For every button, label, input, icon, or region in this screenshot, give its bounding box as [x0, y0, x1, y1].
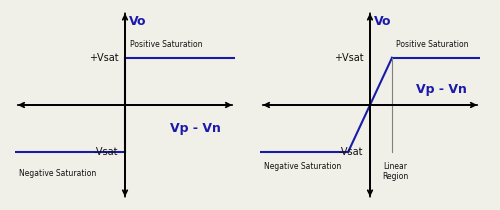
Text: Vo: Vo — [374, 15, 391, 28]
Text: Negative Saturation: Negative Saturation — [264, 162, 342, 171]
Text: Positive Saturation: Positive Saturation — [396, 40, 468, 49]
Text: +Vsat: +Vsat — [334, 53, 364, 63]
Text: -Vsat: -Vsat — [94, 147, 118, 157]
Text: Negative Saturation: Negative Saturation — [20, 169, 96, 178]
Text: Positive Saturation: Positive Saturation — [130, 40, 203, 49]
Text: Vp - Vn: Vp - Vn — [170, 122, 221, 135]
Text: Linear
Region: Linear Region — [382, 162, 408, 181]
Text: Vp - Vn: Vp - Vn — [416, 83, 467, 96]
Text: Vo: Vo — [128, 15, 146, 28]
Text: -Vsat: -Vsat — [339, 147, 363, 157]
Text: +Vsat: +Vsat — [89, 53, 118, 63]
